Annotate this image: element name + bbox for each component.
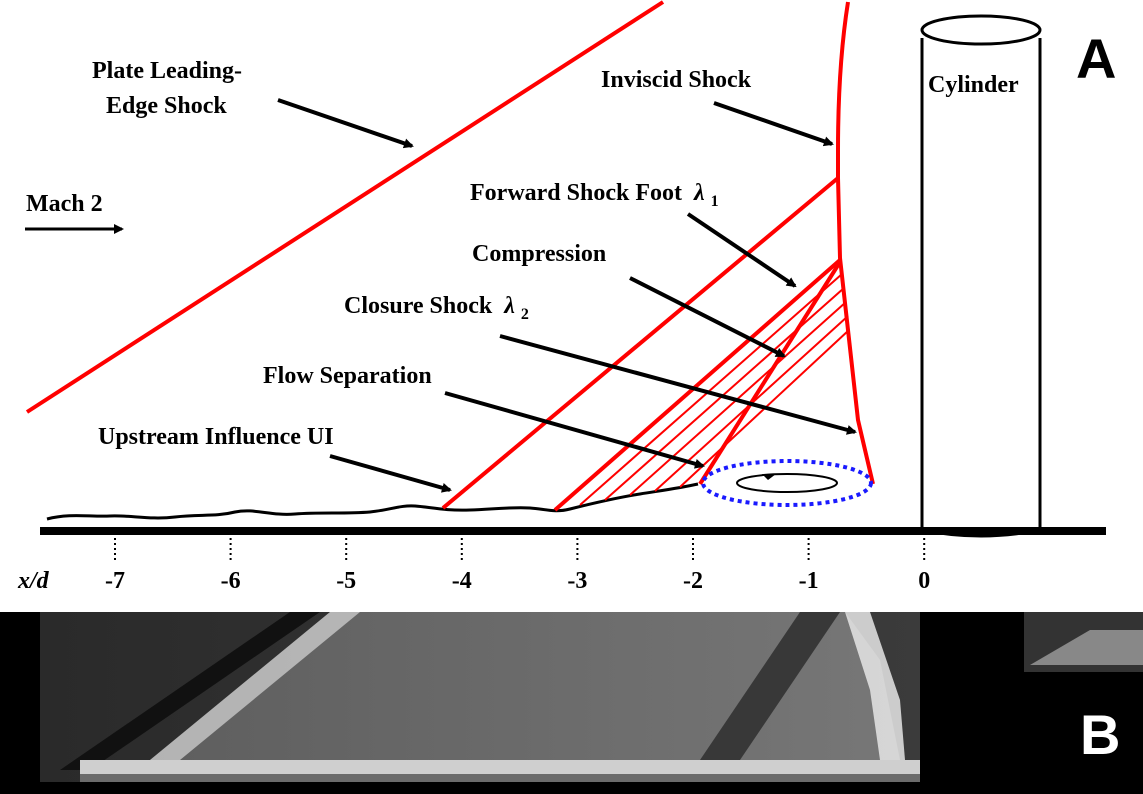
schlieren-wall-shadow xyxy=(80,774,920,782)
x-tick-label: -7 xyxy=(105,568,125,594)
flat-plate xyxy=(40,527,1106,535)
inviscid-shock-line xyxy=(836,1,875,485)
x-tick-label: -2 xyxy=(683,568,703,594)
compression-label: Compression xyxy=(472,241,606,267)
x-tick-label: -5 xyxy=(336,568,356,594)
upstream-influence-arrow xyxy=(329,454,452,493)
inviscid-shock-label: Inviscid Shock xyxy=(601,67,752,93)
plate-leading-edge-shock-arrow xyxy=(277,98,414,149)
compression-arrow xyxy=(629,276,786,358)
forward-shock-foot-line xyxy=(441,176,840,510)
schlieren-leading-edge-shock xyxy=(60,612,320,770)
mach-label: Mach 2 xyxy=(26,191,103,217)
closure-shock-label: Closure Shock λ 2 xyxy=(344,293,529,323)
boundary-layer-profile xyxy=(46,482,699,521)
closure-shock-arrow xyxy=(499,334,857,435)
x-tick-label: -6 xyxy=(221,568,241,594)
x-axis-ticks: -7 -6 -5 -4 -3 -2 -1 0 xyxy=(105,538,930,594)
compression-fan xyxy=(553,258,850,512)
separation-bubble xyxy=(701,459,873,507)
panel-a-letter: A xyxy=(1076,27,1116,90)
x-axis-label: x/d xyxy=(17,568,50,594)
schlieren-side-patch-highlight xyxy=(1030,630,1143,665)
schlieren-bright-region xyxy=(150,612,900,760)
schlieren-wall-strip xyxy=(80,760,920,774)
x-tick-label: -3 xyxy=(567,568,587,594)
schlieren-highlight-left xyxy=(150,612,360,760)
flow-separation-label: Flow Separation xyxy=(263,363,432,389)
panel-b: B xyxy=(0,612,1143,794)
x-tick-label: 0 xyxy=(918,568,930,594)
x-tick-label: -4 xyxy=(452,568,472,594)
plate-leading-edge-shock-line xyxy=(25,0,665,414)
inviscid-shock-arrow xyxy=(713,101,834,147)
recirculation-arrowhead xyxy=(762,474,776,480)
flow-separation-arrow xyxy=(444,391,705,469)
panel-b-letter: B xyxy=(1080,703,1120,766)
schlieren-shock-band xyxy=(700,612,840,760)
recirculation-arrow xyxy=(736,473,838,493)
plate-leading-edge-shock-label-line1: Plate Leading- xyxy=(92,58,242,84)
forward-shock-foot-arrow xyxy=(686,212,797,288)
plate-leading-edge-shock-label-line2: Edge Shock xyxy=(106,93,227,119)
panel-a: Cylinder Mach 2 Plate Leading- Edge Sh xyxy=(17,0,1116,594)
cylinder xyxy=(920,14,1042,538)
x-tick-label: -1 xyxy=(799,568,819,594)
forward-shock-foot-label: Forward Shock Foot λ 1 xyxy=(470,180,719,210)
cylinder-label: Cylinder xyxy=(928,72,1019,98)
closure-shock-line xyxy=(698,260,842,486)
upstream-influence-label: Upstream Influence UI xyxy=(98,424,334,450)
schlieren-bow-edge xyxy=(845,612,905,760)
